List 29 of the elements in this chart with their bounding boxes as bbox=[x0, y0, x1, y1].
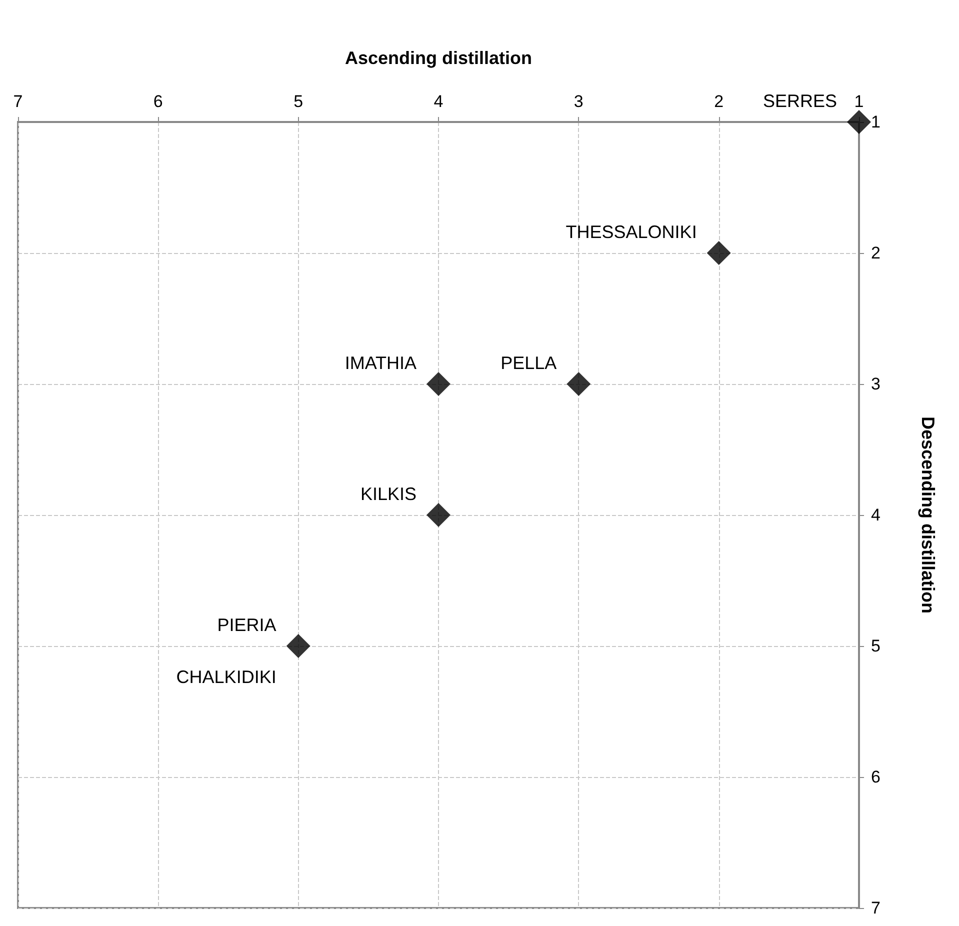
annotation: CHALKIDIKI bbox=[176, 667, 276, 687]
annotation: PELLA bbox=[500, 353, 557, 373]
y-tick-label: 1 bbox=[871, 112, 880, 132]
point bbox=[847, 110, 871, 134]
x-tick-label: 4 bbox=[434, 92, 444, 111]
point bbox=[426, 503, 450, 527]
point bbox=[426, 372, 450, 396]
x-tick-label: 2 bbox=[714, 92, 724, 111]
x-tick-label: 3 bbox=[574, 92, 584, 111]
y-tick-label: 3 bbox=[871, 374, 880, 394]
point bbox=[706, 241, 731, 265]
point bbox=[286, 634, 310, 658]
annotation: THESSALONIKI bbox=[566, 222, 697, 242]
x-tick-label: 5 bbox=[294, 92, 304, 111]
y-tick-label: 2 bbox=[871, 244, 880, 262]
point bbox=[566, 372, 591, 396]
annotation: PIERIA bbox=[217, 615, 276, 635]
x-axis-title: Ascending distillation bbox=[344, 48, 532, 68]
y-tick-label: 6 bbox=[871, 768, 880, 786]
y-tick-label: 5 bbox=[871, 636, 880, 656]
y-axis-title: Descending distillation bbox=[918, 416, 938, 614]
x-tick-label: 1 bbox=[854, 92, 864, 111]
annotation: SERRES bbox=[762, 91, 837, 111]
annotation: IMATHIA bbox=[344, 353, 416, 373]
x-tick-label: 6 bbox=[153, 92, 163, 111]
annotation: KILKIS bbox=[360, 484, 416, 504]
y-tick-label: 4 bbox=[871, 506, 880, 524]
x-tick-label: 7 bbox=[13, 92, 23, 111]
y-tick-label: 7 bbox=[871, 898, 880, 918]
